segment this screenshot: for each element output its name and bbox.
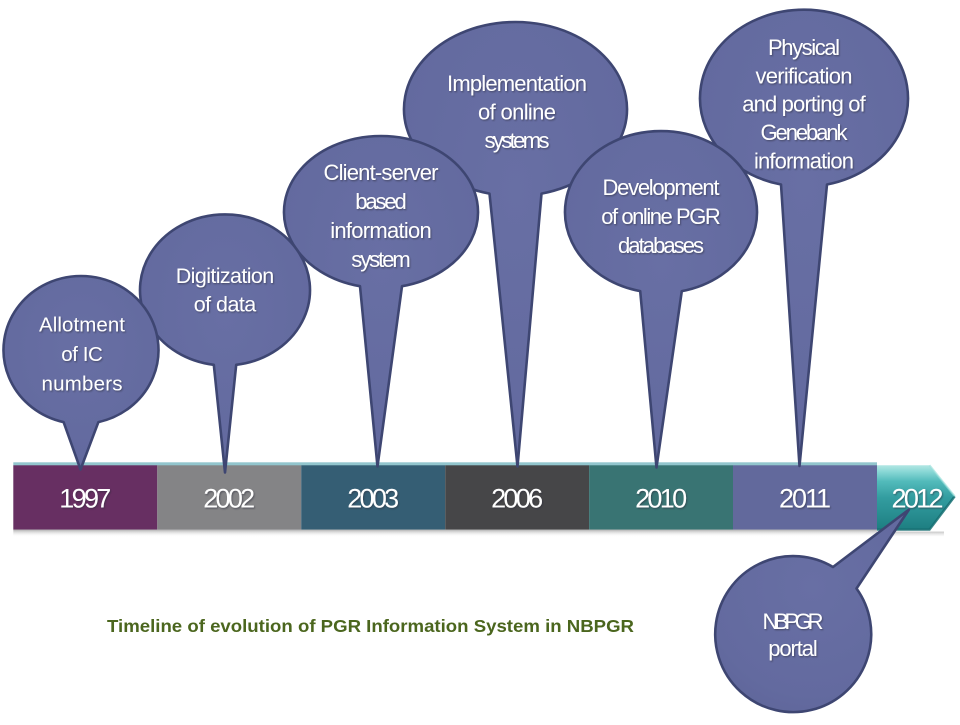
svg-text:Genebank: Genebank	[761, 120, 849, 145]
svg-text:2011: 2011	[779, 484, 831, 514]
svg-text:portal: portal	[768, 636, 818, 661]
svg-text:of online: of online	[478, 100, 556, 125]
svg-text:2002: 2002	[203, 484, 255, 514]
svg-text:2006: 2006	[491, 484, 543, 514]
svg-text:2003: 2003	[347, 484, 399, 514]
svg-text:verification: verification	[756, 64, 853, 89]
svg-text:1997: 1997	[59, 484, 111, 514]
svg-text:of data: of data	[194, 293, 257, 317]
svg-text:numbers: numbers	[42, 373, 123, 396]
svg-text:information: information	[754, 149, 854, 174]
svg-text:system: system	[351, 247, 411, 272]
svg-text:Development: Development	[603, 175, 720, 200]
svg-text:systems: systems	[485, 128, 550, 153]
svg-text:Client-server: Client-server	[324, 160, 439, 185]
svg-text:Physical: Physical	[768, 35, 840, 60]
svg-text:2012: 2012	[892, 484, 944, 514]
svg-text:of online PGR: of online PGR	[601, 204, 721, 229]
svg-text:Digitization: Digitization	[176, 264, 275, 288]
svg-text:and porting of: and porting of	[742, 92, 866, 117]
svg-text:of IC: of IC	[61, 343, 103, 366]
svg-text:2010: 2010	[635, 484, 687, 514]
svg-text:based: based	[355, 189, 407, 214]
svg-text:information: information	[330, 218, 432, 243]
svg-text:databases: databases	[618, 233, 704, 258]
svg-text:Timeline of evolution of PGR I: Timeline of evolution of PGR Information…	[107, 616, 634, 636]
svg-text:Implementation: Implementation	[447, 71, 587, 96]
svg-text:NBPGR: NBPGR	[763, 609, 824, 634]
svg-text:Allotment: Allotment	[39, 314, 125, 337]
